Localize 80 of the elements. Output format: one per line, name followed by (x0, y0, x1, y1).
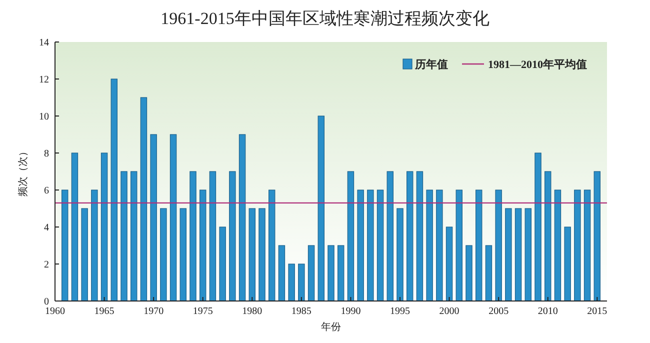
bar (160, 208, 167, 302)
x-tick-label: 1995 (390, 306, 410, 317)
x-tick-label: 1980 (242, 306, 262, 317)
bar (357, 190, 364, 302)
bar (209, 171, 216, 302)
x-tick-label: 1975 (192, 306, 213, 317)
bar (288, 264, 295, 302)
y-tick-label: 10 (39, 112, 49, 122)
y-tick-label: 6 (44, 186, 49, 196)
bar (544, 171, 552, 302)
bar (564, 226, 571, 302)
bar (238, 134, 246, 302)
y-tick-label: 8 (44, 148, 49, 160)
bar (485, 245, 492, 302)
bar (466, 245, 472, 302)
bar (200, 190, 206, 302)
bar (376, 190, 384, 302)
x-tick-label: 1965 (94, 306, 114, 317)
bar (505, 208, 512, 302)
bar (190, 171, 196, 302)
x-axis-title: 年份 (321, 321, 341, 333)
bar (514, 208, 522, 302)
bar (416, 171, 424, 302)
y-tick-label: 14 (39, 38, 49, 48)
bar (456, 190, 462, 302)
bar (446, 226, 453, 302)
bar (298, 264, 305, 302)
x-tick-label: 2010 (538, 306, 558, 317)
bar (150, 134, 157, 302)
bar (574, 190, 581, 302)
bar (219, 226, 226, 302)
bar (338, 245, 344, 302)
bar (120, 171, 128, 302)
bar (594, 171, 600, 302)
bar (436, 190, 443, 302)
y-axis-title: 频次（次） (17, 146, 29, 196)
bar (524, 208, 532, 302)
bar (554, 190, 562, 302)
bar (476, 190, 482, 302)
bar (367, 190, 374, 302)
bar (534, 152, 542, 302)
x-tick-label: 1960 (45, 306, 65, 317)
bar (100, 152, 108, 302)
bar (396, 208, 404, 302)
bar (91, 190, 98, 302)
x-tick-label: 2015 (587, 306, 608, 317)
bar (180, 208, 186, 302)
x-tick-label: 1970 (144, 306, 164, 317)
x-tick-label: 1990 (340, 306, 361, 317)
bar (81, 208, 88, 302)
bar (71, 152, 78, 302)
bar (248, 208, 256, 302)
y-tick-label: 12 (39, 74, 49, 86)
bar (268, 190, 276, 302)
bar (426, 190, 433, 302)
bar (62, 190, 68, 302)
y-tick-label: 0 (44, 296, 49, 308)
bar (308, 245, 315, 302)
bar (328, 245, 334, 302)
bar (278, 245, 286, 302)
bar (386, 171, 394, 302)
legend-label: 1981—2010年平均值 (488, 58, 587, 71)
bar (318, 116, 324, 302)
bar (495, 190, 502, 302)
x-tick-label: 2005 (488, 306, 509, 317)
bar (170, 134, 177, 302)
bar (229, 171, 236, 302)
y-tick-label: 4 (44, 222, 49, 234)
bar (584, 190, 591, 302)
x-tick-label: 1985 (291, 306, 312, 317)
chart-title: 1961-2015年中国年区域性寒潮过程频次变化 (160, 9, 490, 28)
bar (406, 171, 414, 302)
bar (347, 171, 354, 302)
x-tick-label: 2000 (439, 306, 460, 317)
bar (110, 78, 118, 302)
bar (130, 171, 138, 302)
legend-label: 历年值 (414, 58, 448, 71)
bar (258, 208, 266, 302)
bar (140, 97, 148, 302)
y-tick-label: 2 (44, 260, 49, 270)
